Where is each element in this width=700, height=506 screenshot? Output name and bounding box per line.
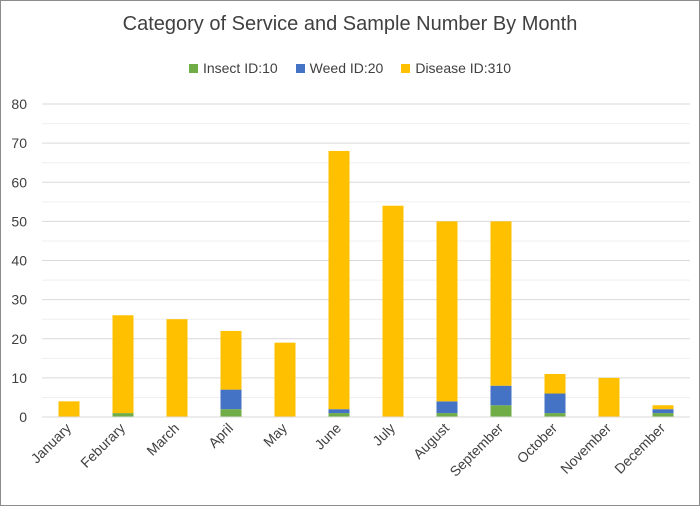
bar-disease-november [598,377,620,417]
bar-weed-april [220,389,242,410]
y-tick-label: 40 [11,253,27,269]
bar-disease-june [328,150,350,410]
bar-insect-june [328,413,350,417]
bar-disease-august [436,221,458,402]
chart-title: Category of Service and Sample Number By… [122,13,578,35]
bar-disease-feburary [112,315,134,414]
y-tick-label: 50 [11,213,27,229]
legend-label-weed: Weed ID:20 [309,60,384,76]
legend-item-disease: Disease ID:310 [401,60,511,76]
legend-swatch-weed [295,63,305,73]
y-tick-label: 20 [11,331,27,347]
x-tick-label: October [514,420,561,467]
x-tick-label: November [557,420,614,477]
legend-label-disease: Disease ID:310 [415,60,512,76]
y-tick-label: 30 [11,292,27,308]
bar-disease-march [166,319,188,417]
x-tick-label: March [143,420,182,459]
bar-insect-august [436,413,458,417]
legend-item-insect: Insect ID:10 [188,60,278,76]
bar-disease-july [382,205,404,417]
bar-disease-september [490,221,512,386]
legend-swatch-disease [401,63,411,73]
y-tick-label: 0 [19,409,27,425]
x-tick-label: June [311,420,344,453]
legend-swatch-insect [188,63,198,73]
bar-disease-january [58,401,80,417]
x-tick-label: January [28,420,75,467]
bar-weed-september [490,385,512,406]
y-tick-label: 10 [11,370,27,386]
bar-weed-june [328,409,350,414]
y-tick-label: 70 [11,135,27,151]
x-tick-label: December [611,420,668,477]
bar-weed-october [544,393,566,414]
bar-insect-october [544,413,566,417]
bar-weed-august [436,401,458,414]
bar-weed-december [652,409,674,414]
x-tick-label: August [410,420,452,462]
legend-label-insect: Insect ID:10 [202,60,278,76]
legend-item-weed: Weed ID:20 [295,60,384,76]
y-tick-label: 80 [11,96,27,112]
x-tick-label: May [260,420,290,450]
x-tick-label: April [205,420,236,451]
bar-insect-september [490,405,512,417]
y-tick-label: 60 [11,174,27,190]
bar-disease-december [652,405,674,410]
chart-legend: Insect ID:10 Weed ID:20 Disease ID:310 [0,60,700,76]
bar-insect-december [652,413,674,417]
x-tick-label: September [446,420,506,480]
x-tick-label: July [369,420,398,449]
bar-insect-april [220,409,242,417]
bar-disease-october [544,373,566,394]
bar-disease-april [220,330,242,390]
bar-disease-may [274,342,296,417]
bar-insect-feburary [112,413,134,417]
x-tick-label: Feburary [77,420,128,471]
